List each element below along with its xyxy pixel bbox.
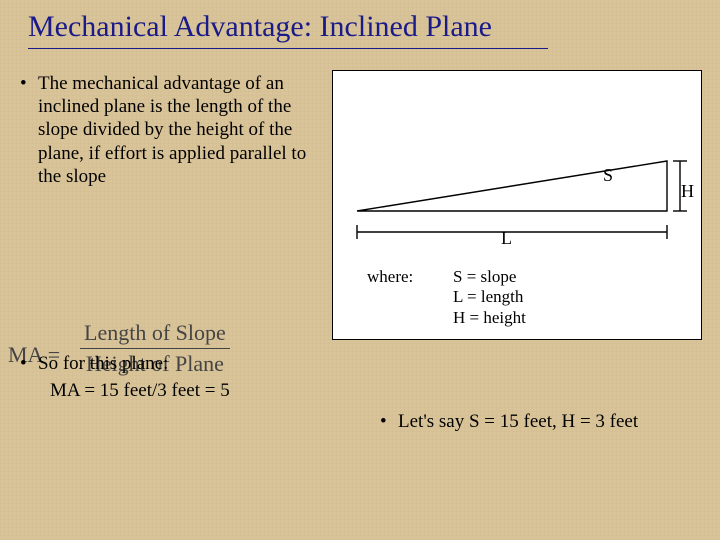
bullet-example-calc: MA = 15 feet/3 feet = 5	[50, 379, 330, 402]
bullet-example: • So for this plane: MA = 15 feet/3 feet…	[20, 352, 330, 402]
inclined-plane-diagram: S H L where: S = slope L = length H = he…	[332, 70, 702, 340]
bullet-definition: • The mechanical advantage of an incline…	[20, 72, 320, 188]
diagram-label-h: H	[681, 181, 694, 202]
diagram-label-s: S	[603, 165, 613, 186]
def-h: H = height	[453, 308, 526, 328]
bullet-assumption: • Let's say S = 15 feet, H = 3 feet	[380, 410, 690, 433]
diagram-definitions: S = slope L = length H = height	[453, 267, 526, 328]
bullet-definition-text: The mechanical advantage of an inclined …	[38, 72, 320, 188]
fraction-bar-icon	[80, 348, 230, 349]
formula-numerator: Length of Slope	[80, 320, 230, 346]
bullet-assumption-text: Let's say S = 15 feet, H = 3 feet	[398, 410, 690, 433]
diagram-label-l: L	[501, 228, 512, 249]
bullet-example-text: So for this plane:	[38, 352, 330, 375]
triangle-shape	[357, 161, 667, 211]
diagram-svg	[347, 81, 687, 251]
bullet-dot-icon: •	[20, 352, 27, 375]
bullet-dot-icon: •	[380, 410, 387, 433]
bullet-dot-icon: •	[20, 72, 27, 95]
def-l: L = length	[453, 287, 526, 307]
slide-title: Mechanical Advantage: Inclined Plane	[28, 10, 492, 44]
diagram-where-label: where:	[367, 267, 413, 287]
title-underline	[28, 48, 548, 49]
def-s: S = slope	[453, 267, 526, 287]
